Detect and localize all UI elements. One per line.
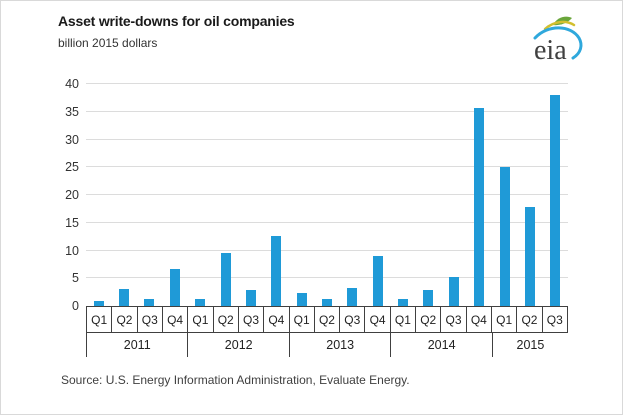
x-tick-2012-q4: Q4 bbox=[264, 307, 290, 332]
year-label-2015: 2015 bbox=[491, 333, 568, 357]
x-tick-2013-q2: Q2 bbox=[315, 307, 341, 332]
x-tick-2015-q2: Q2 bbox=[517, 307, 543, 332]
bar-2015-q1 bbox=[499, 166, 510, 306]
page-title: Asset write-downs for oil companies bbox=[58, 13, 295, 29]
y-tick-label: 20 bbox=[65, 188, 79, 202]
bar-2013-q2 bbox=[322, 299, 332, 306]
bar-2011-q3 bbox=[144, 298, 155, 306]
y-tick-label: 15 bbox=[65, 215, 79, 230]
eia-logo-yellow-swoosh-icon bbox=[543, 20, 576, 31]
bar-2012-q1 bbox=[195, 298, 206, 306]
y-tick-label: 35 bbox=[65, 104, 79, 119]
y-tick-label: 0 bbox=[72, 299, 79, 313]
year-label-2013: 2013 bbox=[288, 333, 390, 357]
x-tick-2012-q2: Q2 bbox=[214, 307, 239, 332]
x-tick-2014-q3: Q3 bbox=[441, 307, 467, 332]
x-tick-2013-q3: Q3 bbox=[340, 307, 366, 332]
eia-logo-blue-swoosh-icon bbox=[533, 26, 583, 60]
x-tick-2015-q1: Q1 bbox=[492, 307, 518, 332]
bar-2011-q2 bbox=[119, 289, 130, 306]
x-tick-2011-q4: Q4 bbox=[163, 307, 189, 332]
x-tick-2015-q3: Q3 bbox=[543, 307, 568, 332]
eia-logo: eia bbox=[533, 16, 583, 66]
gridline bbox=[86, 166, 568, 168]
x-tick-2011-q2: Q2 bbox=[112, 307, 138, 332]
x-tick-2012-q1: Q1 bbox=[188, 307, 214, 332]
quarter-label-row: Q1 Q2 Q3 Q4 Q1 Q2 Q3 Q4 Q1 Q2 Q3 Q4 Q1 Q2 Q3 Q4 Q1 Q2 Q3 bbox=[86, 306, 568, 333]
gridline bbox=[86, 249, 568, 251]
year-label-2014: 2014 bbox=[390, 333, 491, 357]
gridline bbox=[86, 83, 568, 84]
plot-area bbox=[86, 83, 568, 306]
year-label-2011: 2011 bbox=[86, 333, 187, 357]
x-tick-2011-q3: Q3 bbox=[138, 307, 163, 332]
x-axis: Q1 Q2 Q3 Q4 Q1 Q2 Q3 Q4 Q1 Q2 Q3 Q4 Q1 Q2 Q3 Q4 Q1 Q2 Q3 2… bbox=[86, 306, 568, 357]
y-tick-label: 25 bbox=[65, 160, 79, 175]
x-tick-2012-q3: Q3 bbox=[239, 307, 265, 332]
x-tick-2014-q4: Q4 bbox=[467, 307, 492, 332]
y-tick-label: 30 bbox=[65, 132, 79, 147]
x-tick-2011-q1: Q1 bbox=[87, 307, 113, 332]
x-tick-2013-q4: Q4 bbox=[365, 307, 391, 332]
gridline bbox=[86, 138, 568, 140]
eia-logo-text: eia bbox=[534, 35, 567, 66]
bar-2013-q4 bbox=[372, 256, 383, 306]
x-tick-2013-q1: Q1 bbox=[290, 307, 315, 332]
bar-2014-q2 bbox=[423, 289, 434, 306]
gridline bbox=[86, 110, 568, 112]
bar-2012-q4 bbox=[271, 236, 282, 306]
bar-2015-q3 bbox=[550, 94, 561, 306]
gridline bbox=[86, 194, 568, 195]
bar-2012-q2 bbox=[220, 253, 231, 306]
bar-2014-q1 bbox=[398, 299, 409, 306]
y-tick-label: 40 bbox=[65, 77, 79, 91]
bar-2015-q2 bbox=[524, 206, 535, 306]
year-label-row: 2011 2012 2013 2014 2015 bbox=[86, 333, 568, 357]
x-tick-2014-q2: Q2 bbox=[416, 307, 442, 332]
bar-2013-q1 bbox=[296, 292, 307, 306]
source-note: Source: U.S. Energy Information Administ… bbox=[61, 373, 410, 387]
bar-2011-q1 bbox=[93, 301, 104, 306]
bar-2011-q4 bbox=[169, 268, 180, 306]
year-label-2012: 2012 bbox=[187, 333, 288, 357]
x-tick-2014-q1: Q1 bbox=[391, 307, 417, 332]
chart-units-label: billion 2015 dollars bbox=[58, 36, 158, 50]
y-tick-label: 5 bbox=[72, 271, 79, 286]
bar-2013-q3 bbox=[347, 287, 358, 306]
gridline bbox=[86, 277, 568, 279]
y-tick-label: 10 bbox=[65, 243, 79, 258]
bar-2014-q4 bbox=[474, 107, 485, 306]
bar-2014-q3 bbox=[448, 276, 459, 306]
gridline bbox=[86, 221, 568, 223]
bar-2012-q3 bbox=[245, 290, 256, 306]
